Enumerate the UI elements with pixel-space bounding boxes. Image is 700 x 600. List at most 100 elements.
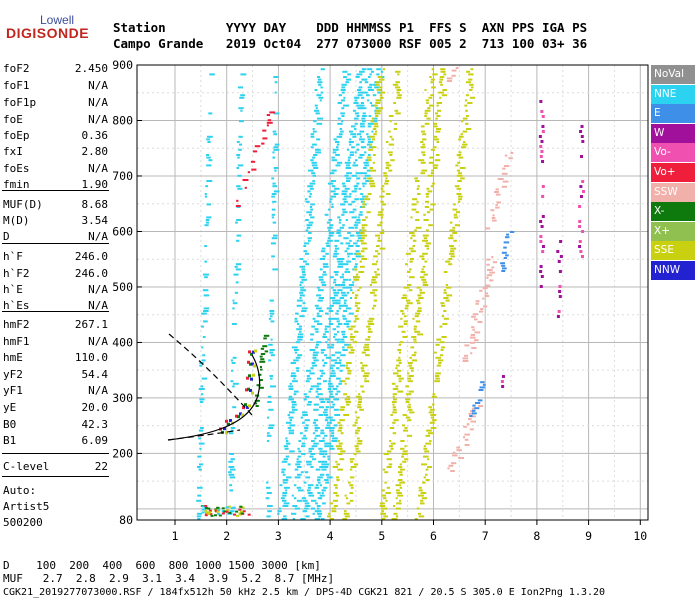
echo-mark-nne [238,148,242,151]
echo-mark-w [540,140,544,143]
echo-mark-nne [339,364,346,367]
param-row-he: h`E N/A [3,283,108,296]
echo-mark-nne [197,455,202,458]
echo-mark-sse [369,182,375,185]
echo-mark-clutter [239,505,243,508]
echo-mark-sse [430,427,437,429]
echo-mark-nne [332,151,337,154]
echo-mark-nne [328,356,332,359]
echo-mark-sse [439,341,445,344]
echo-mark-nne [323,265,329,268]
echo-mark-nne [329,429,335,432]
echo-mark-sse [385,492,391,494]
echo-mark-sse [436,128,442,130]
echo-mark-sse [349,476,355,479]
echo-mark-sse [468,73,474,76]
echo-mark-nne [316,341,322,344]
echo-mark-sse [439,78,444,81]
echo-mark-sse [362,247,368,250]
echo-mark-clutter [221,510,225,513]
echo-mark-sse [395,497,398,500]
echo-mark-nne [316,94,322,97]
echo-mark-nne [339,369,343,372]
echo-mark-sse [426,211,431,214]
echo-mark-sse [380,512,387,515]
echo-mark-nne [360,125,365,128]
echo-mark-nne [339,128,343,130]
echo-mark-e [504,236,510,239]
echo-mark-sse [355,419,358,422]
echo-mark-nne [295,367,300,370]
echo-mark-nne [307,169,314,172]
echo-mark-nne [333,294,339,297]
echo-mark-f-trace [229,419,232,423]
echo-mark-nne [291,380,298,383]
echo-mark-ssw [491,266,495,269]
echo-mark-nne [353,96,360,99]
echo-mark-nne [345,242,351,245]
echo-mark-sse [469,96,476,99]
echo-mark-nne [291,403,297,406]
echo-mark-nne [345,219,348,221]
echo-mark-sse [398,325,404,328]
echo-mark-sse [338,424,343,427]
echo-mark-sse [426,117,431,120]
echo-mark-w [539,100,543,103]
echo-mark-sse [328,512,331,515]
echo-mark-nne [329,447,335,450]
echo-mark-f-trace [254,349,257,353]
echo-mark-sse [403,320,408,323]
echo-mark-nne [339,203,346,206]
echo-mark-nne [230,359,234,362]
echo-mark-sse [355,310,359,312]
echo-mark-sse [374,271,377,273]
echo-mark-sse [414,330,421,333]
echo-mark-nne [305,219,309,221]
echo-mark-sse [422,143,426,146]
echo-mark-nne [325,442,332,445]
echo-mark-w [578,205,582,208]
echo-mark-nne [330,372,336,375]
echo-mark-nne [324,450,327,453]
echo-mark-nne [369,83,373,86]
echo-mark-ssw [482,305,488,308]
echo-mark-sse [359,408,364,411]
echo-mark-nne [330,364,336,367]
echo-mark-sse [402,460,407,463]
echo-mark-nne [357,107,363,110]
echo-mark-nne [322,273,327,276]
echo-mark-sse [349,460,354,463]
echo-mark-nne [320,349,326,351]
echo-mark-sse [392,432,397,435]
echo-mark-f-trace [249,388,252,392]
echo-mark-nne [311,164,318,167]
echo-mark-nne [342,263,349,266]
echo-mark-sse [347,369,352,372]
echo-mark-nne [238,143,243,146]
echo-mark-sse [430,148,435,151]
echo-mark-nne [232,382,239,385]
echo-mark-e [503,246,507,249]
echo-mark-nne [208,112,213,115]
echo-mark-nne [288,411,295,414]
echo-mark-nne [319,398,325,401]
echo-mark-nne [204,224,209,227]
echo-mark-sse [377,213,384,216]
echo-mark-x [260,353,266,355]
echo-mark-sse [400,310,404,312]
echo-mark-nne [338,362,342,364]
echo-mark-nne [266,492,272,494]
echo-mark-sse [362,375,369,377]
echo-mark-nne [313,320,320,323]
echo-mark-nne [272,130,277,133]
echo-mark-nne [315,307,322,310]
echo-mark-nne [268,343,273,346]
echo-mark-sse [411,203,417,206]
echo-mark-sse [465,122,469,125]
echo-mark-sse [416,200,419,203]
echo-mark-w [578,225,582,228]
y-tick-label: 400 [112,335,133,349]
echo-mark-nne [316,312,320,315]
echo-mark-nne [346,177,352,180]
echo-mark-nne [322,333,326,336]
